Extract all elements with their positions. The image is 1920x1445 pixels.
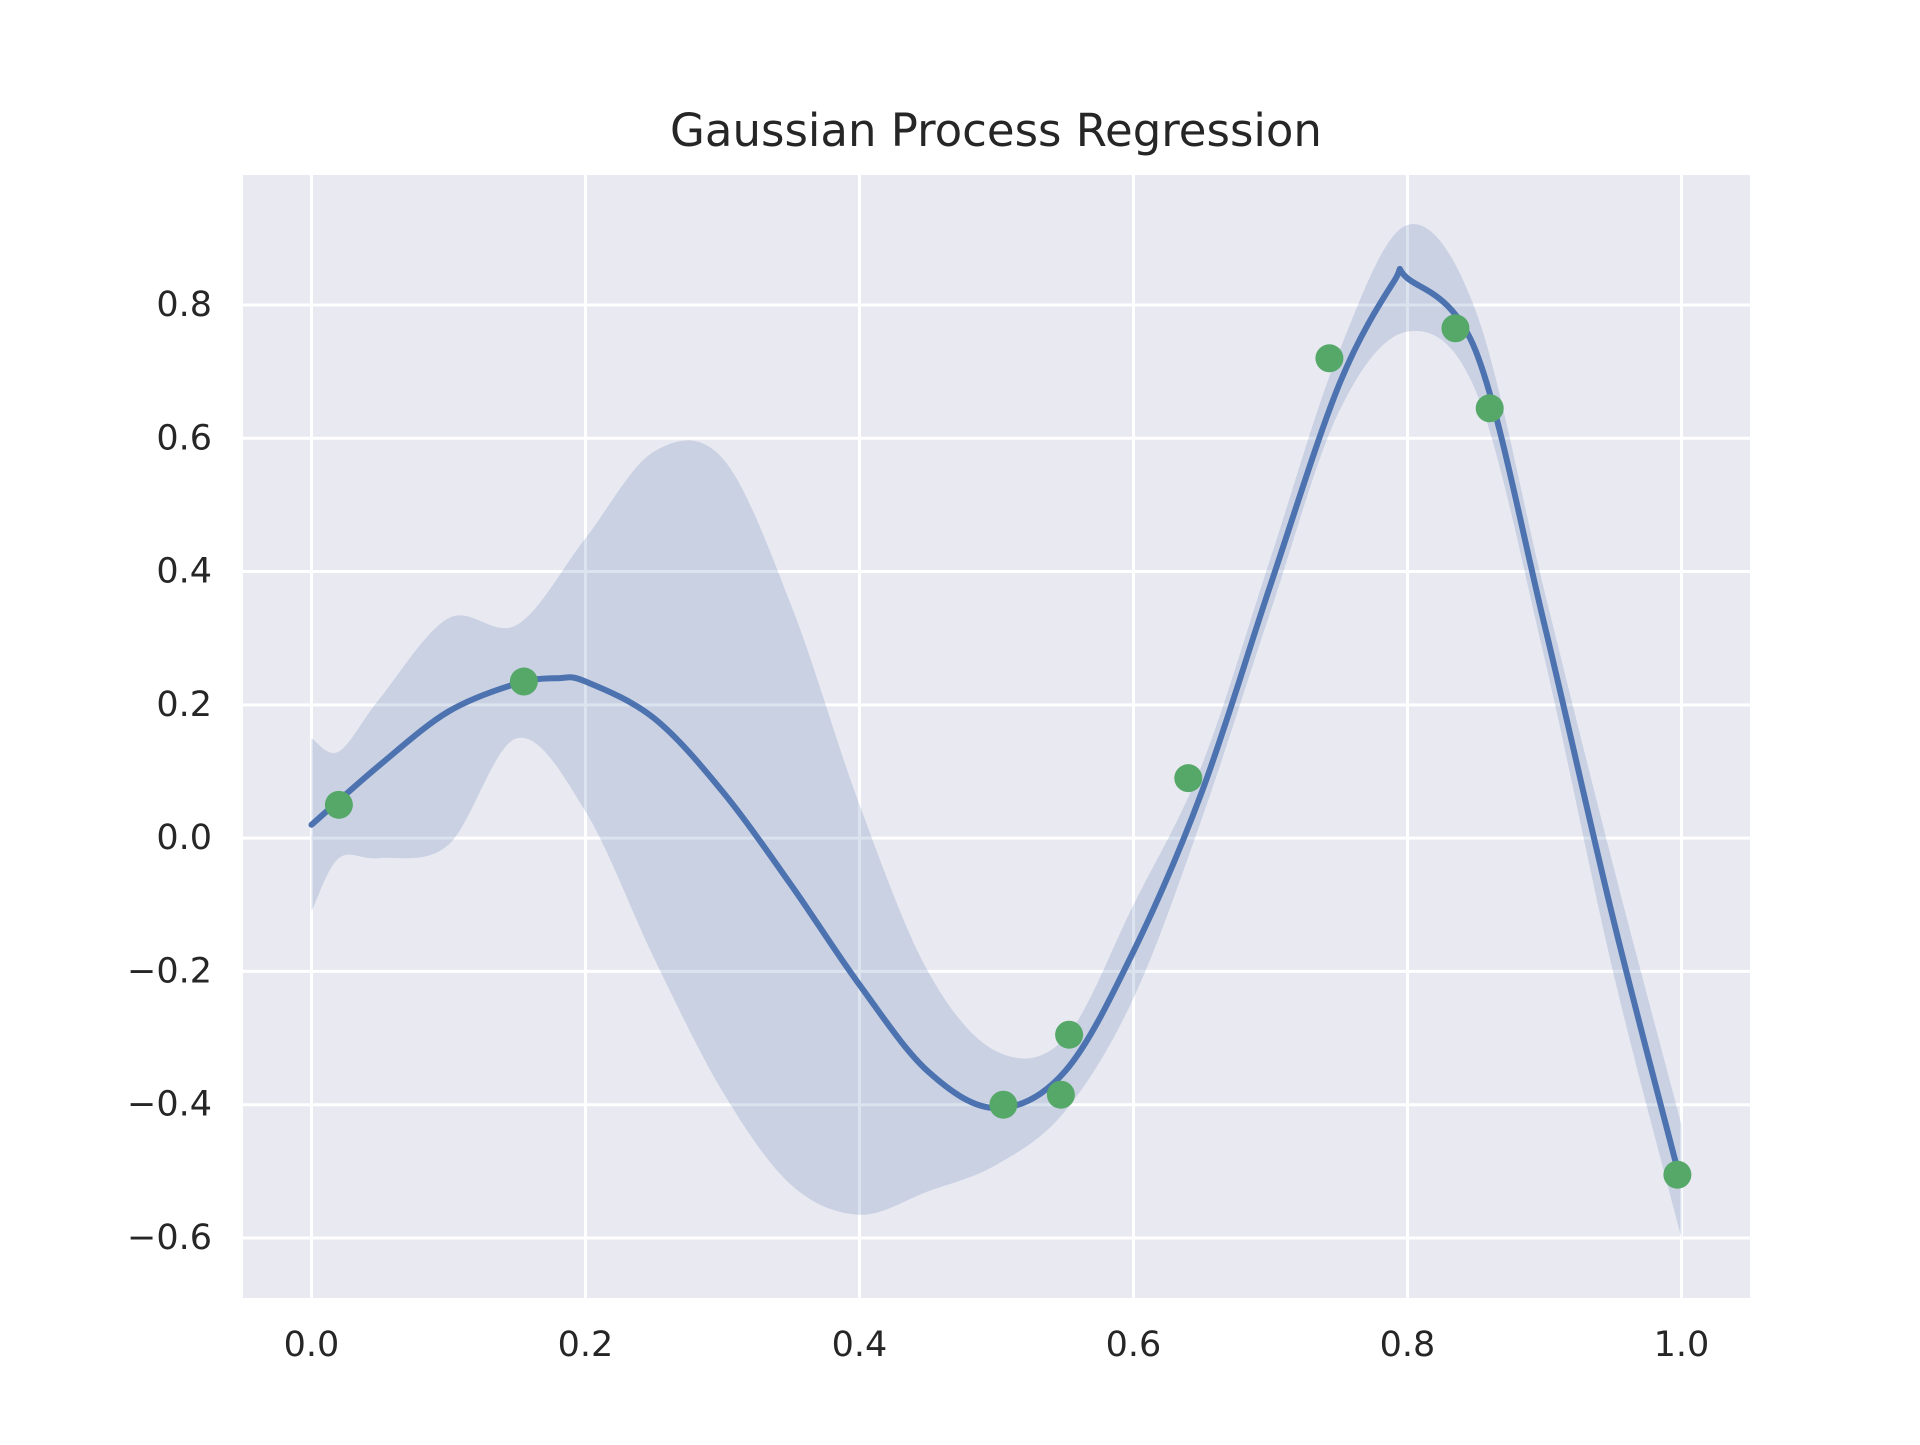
observations [324,314,1692,1189]
x-axis: 0.0 0.2 0.4 0.6 0.8 1.0 [284,1325,1710,1365]
observation-point [1663,1160,1692,1189]
y-tick-label: 0.2 [156,685,212,725]
y-axis: −0.6 −0.4 −0.2 0.0 0.2 0.4 0.6 0.8 [127,285,212,1258]
x-tick-label: 1.0 [1654,1325,1710,1365]
confidence-band [311,224,1682,1238]
observation-point [1174,764,1203,793]
grid-lines [243,175,1750,1298]
confidence-band-area [311,224,1682,1238]
x-tick-label: 0.4 [832,1325,888,1365]
y-tick-label: 0.4 [156,552,212,592]
x-tick-label: 0.2 [558,1325,614,1365]
observation-point [1315,344,1344,373]
chart-title: Gaussian Process Regression [670,104,1322,157]
observation-point [509,667,538,696]
observation-point [989,1090,1018,1119]
x-tick-label: 0.6 [1106,1325,1162,1365]
mean-prediction [308,265,1685,1188]
y-tick-label: 0.0 [156,818,212,858]
y-tick-label: 0.6 [156,418,212,458]
observation-point [1046,1080,1075,1109]
observation-point [324,790,353,819]
x-tick-label: 0.0 [284,1325,340,1365]
y-tick-label: −0.4 [127,1085,212,1125]
y-tick-label: −0.2 [127,951,212,991]
mean-line [308,265,1685,1188]
observation-point [1475,394,1504,423]
observation-point [1441,314,1470,343]
x-tick-label: 0.8 [1380,1325,1436,1365]
y-tick-label: −0.6 [127,1218,212,1258]
observation-point [1055,1020,1084,1049]
y-tick-label: 0.8 [156,285,212,325]
